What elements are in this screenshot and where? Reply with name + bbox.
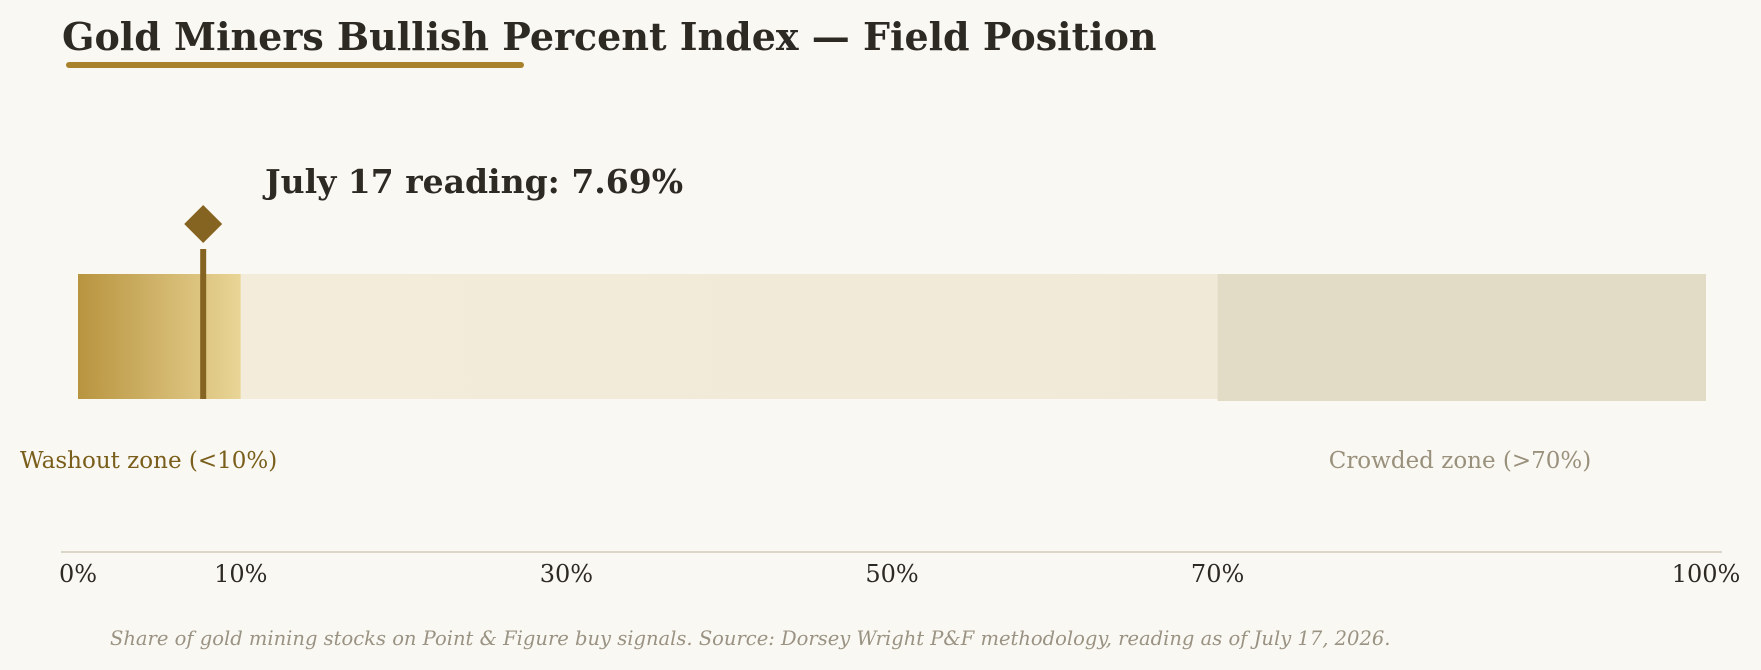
washout-zone-label: Washout zone (<10%) bbox=[20, 448, 277, 474]
title-underline bbox=[66, 62, 524, 68]
crowded-zone-band bbox=[1217, 274, 1706, 401]
x-tick-label: 0% bbox=[59, 560, 97, 588]
washout-zone-band bbox=[78, 274, 241, 399]
x-tick-label: 100% bbox=[1672, 560, 1741, 588]
reading-label: July 17 reading: 7.69% bbox=[262, 162, 683, 201]
x-tick-label: 50% bbox=[865, 560, 918, 588]
reading-marker-line bbox=[200, 249, 207, 399]
neutral-zone-band bbox=[240, 274, 1218, 399]
x-tick-label: 30% bbox=[540, 560, 593, 588]
x-tick-label: 10% bbox=[214, 560, 267, 588]
chart-caption: Share of gold mining stocks on Point & F… bbox=[110, 627, 1391, 650]
x-tick-label: 70% bbox=[1191, 560, 1244, 588]
chart-title: Gold Miners Bullish Percent Index — Fiel… bbox=[62, 14, 1157, 59]
crowded-zone-label: Crowded zone (>70%) bbox=[1329, 448, 1592, 474]
reading-marker-diamond bbox=[184, 205, 223, 243]
